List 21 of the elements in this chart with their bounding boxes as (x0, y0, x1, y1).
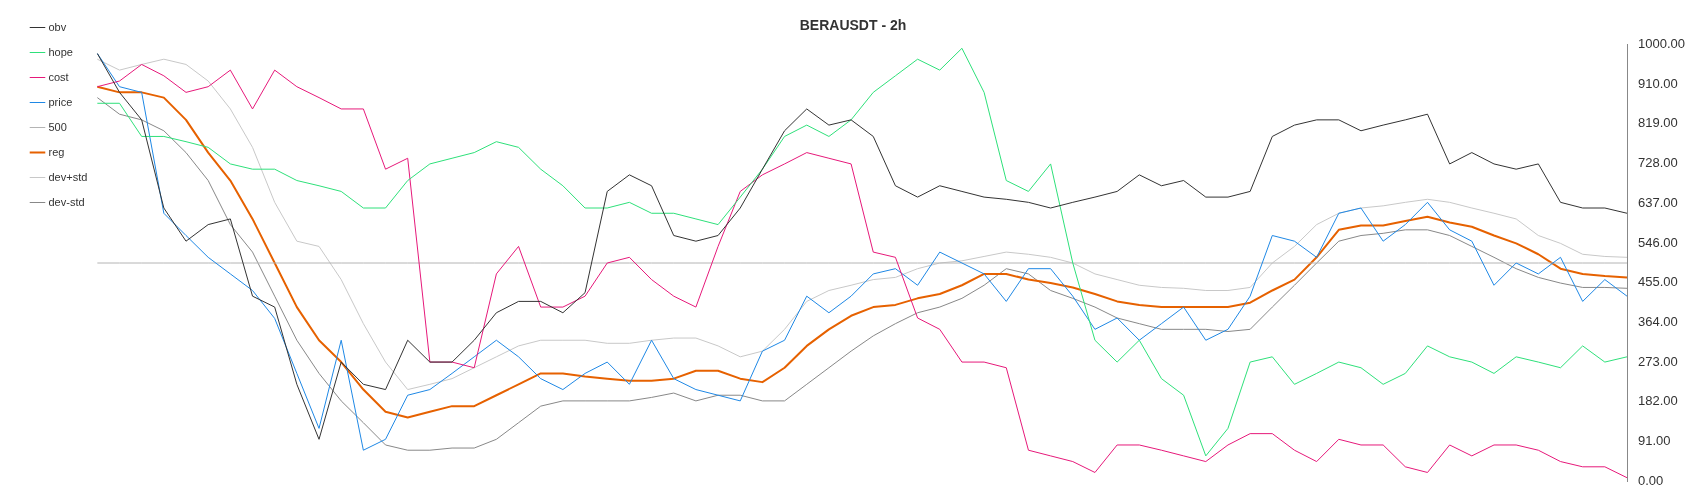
legend-label: hope (48, 45, 73, 58)
y-tick-label: 273.00 (1638, 353, 1678, 369)
legend-label: price (48, 95, 73, 108)
y-tick-label: 364.00 (1638, 313, 1678, 329)
y-tick-label: 182.00 (1638, 393, 1678, 409)
legend-label: obv (48, 20, 67, 33)
y-tick-label: 910.00 (1638, 75, 1678, 91)
legend-label: dev+std (48, 170, 88, 183)
legend-label: dev-std (48, 195, 85, 208)
y-tick-label: 546.00 (1638, 234, 1678, 250)
legend-label: 500 (48, 120, 67, 133)
y-tick-label: 455.00 (1638, 274, 1678, 290)
legend-label: reg (48, 145, 65, 158)
y-tick-label: 819.00 (1638, 115, 1678, 131)
y-tick-label: 1000.00 (1638, 36, 1686, 52)
legend-label: cost (48, 70, 69, 83)
y-tick-label: 0.00 (1638, 472, 1664, 488)
chart-title: BERAUSDT - 2h (799, 17, 907, 34)
y-tick-label: 637.00 (1638, 194, 1678, 210)
y-tick-label: 728.00 (1638, 155, 1678, 171)
y-tick-label: 91.00 (1638, 433, 1671, 449)
